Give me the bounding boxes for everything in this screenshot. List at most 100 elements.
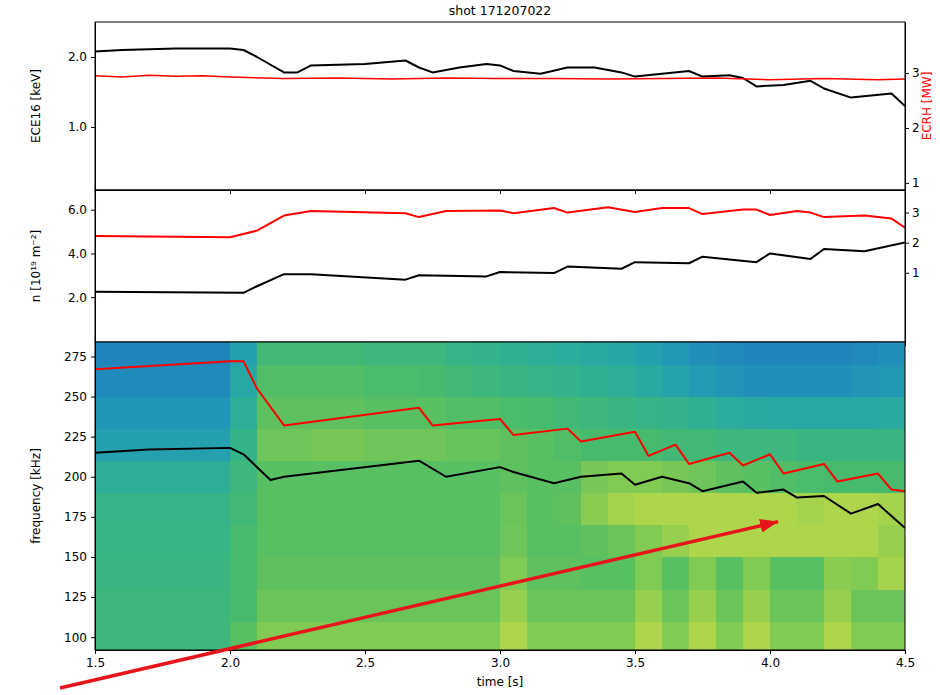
heatmap-cell (338, 525, 366, 558)
panel: 2.04.06.0123 (68, 190, 920, 346)
heatmap-cell (878, 429, 905, 462)
heatmap-cell (635, 621, 663, 650)
heatmap-cell (122, 461, 150, 494)
heatmap-cell (176, 429, 204, 462)
heatmap-cell (122, 429, 150, 462)
heatmap-cell (689, 493, 717, 526)
heatmap-cell (473, 364, 501, 397)
heatmap-cell (473, 493, 501, 526)
tick-mark (905, 650, 906, 654)
tick (230, 190, 231, 194)
axis: 2.04.06.0 (68, 191, 96, 343)
heatmap-cell (662, 589, 690, 622)
heatmap-cell (581, 525, 609, 558)
heatmap-cell (689, 621, 717, 650)
tick-label: 2.5 (356, 656, 375, 670)
tick: 4.5 (896, 650, 915, 670)
heatmap-cell (446, 364, 474, 397)
heatmap-cell (176, 397, 204, 430)
y-axis-title: n [10¹⁹ m⁻²] (29, 230, 43, 302)
heatmap-cell (824, 397, 852, 430)
heatmap-cell (473, 461, 501, 494)
heatmap-cell (95, 589, 123, 622)
heatmap-cell (743, 589, 771, 622)
heatmap-cell (203, 461, 231, 494)
heatmap-cell (284, 557, 312, 590)
heatmap-cell (635, 397, 663, 430)
heatmap-cell (122, 557, 150, 590)
heatmap-cell (95, 461, 123, 494)
heatmap-cell (608, 621, 636, 650)
heatmap-cell (878, 621, 905, 650)
heatmap-cell (176, 493, 204, 526)
heatmap-cell (878, 557, 905, 590)
heatmap-cell (338, 493, 366, 526)
heatmap-cell (284, 342, 312, 365)
heatmap-cell (716, 397, 744, 430)
heatmap-cell (554, 342, 582, 365)
heatmap-cell (527, 342, 555, 365)
tick-label: 150 (64, 550, 87, 564)
heatmap-cell (716, 621, 744, 650)
heatmap-cell (581, 397, 609, 430)
tick-label: 2 (912, 236, 920, 250)
tick-mark (91, 517, 95, 518)
heatmap-cell (716, 589, 744, 622)
tick-mark (770, 190, 771, 194)
heatmap-cell (878, 342, 905, 365)
series-line (95, 75, 905, 79)
heatmap-cell (149, 493, 177, 526)
tick-label: 3 (912, 206, 920, 220)
heatmap-cell (554, 397, 582, 430)
heatmap-cell (203, 621, 231, 650)
heatmap-cell (338, 461, 366, 494)
heatmap-cell (392, 557, 420, 590)
heatmap-cell (824, 364, 852, 397)
heatmap-cell (527, 589, 555, 622)
heatmap-cell (257, 364, 285, 397)
tick: 4.0 (761, 650, 780, 670)
heatmap-cell (95, 429, 123, 462)
tick-label: 275 (64, 350, 87, 364)
heatmap-cell (176, 342, 204, 365)
tick-mark (365, 650, 366, 654)
heatmap-cell (797, 525, 825, 558)
heatmap-cell (716, 493, 744, 526)
chart-title: shot 171207022 (449, 3, 552, 18)
heatmap-cell (554, 429, 582, 462)
heatmap-cell (257, 342, 285, 365)
heatmap-cell (851, 397, 879, 430)
heatmap-cell (230, 557, 258, 590)
tick-label: 2.0 (68, 50, 87, 64)
tick-label: 3.0 (491, 656, 510, 670)
heatmap-cell (608, 342, 636, 365)
tick: 225 (64, 430, 95, 444)
heatmap-cell (176, 364, 204, 397)
heatmap-cell (203, 525, 231, 558)
tick-mark (91, 356, 95, 357)
plot-frame (95, 342, 905, 650)
heatmap-cell (203, 397, 231, 430)
heatmap-cell (257, 557, 285, 590)
tick-label: 1 (912, 176, 920, 190)
tick: 6.0 (68, 203, 95, 217)
heatmap-cell (365, 525, 393, 558)
tick-label: 2 (912, 121, 920, 135)
heatmap-cell (419, 342, 447, 365)
heatmap-cell (95, 621, 123, 650)
series-line (95, 361, 905, 491)
heatmap-cell (203, 429, 231, 462)
tick (770, 190, 771, 194)
heatmap-cell (824, 589, 852, 622)
tick-mark (905, 128, 909, 129)
tick-mark (230, 650, 231, 654)
heatmap-cell (662, 557, 690, 590)
heatmap-cell (176, 525, 204, 558)
heatmap-cell (419, 525, 447, 558)
tick: 125 (64, 590, 95, 604)
tick: 4.0 (68, 247, 95, 261)
heatmap-cell (149, 461, 177, 494)
tick-mark (230, 190, 231, 194)
series-line (95, 242, 905, 292)
heatmap-cell (446, 621, 474, 650)
